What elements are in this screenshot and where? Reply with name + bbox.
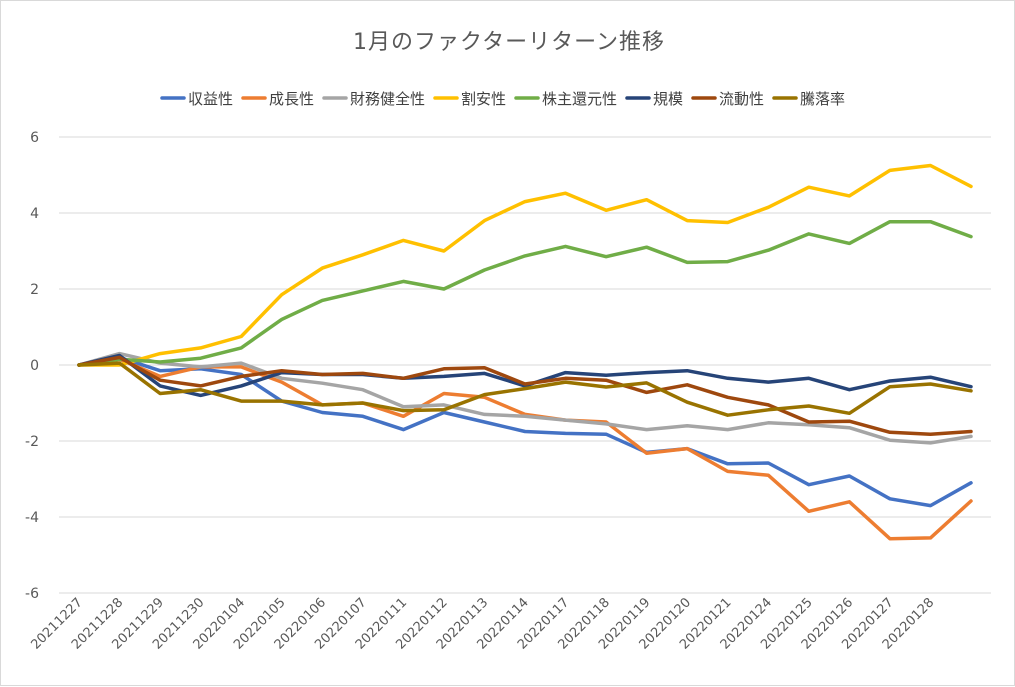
legend-label: 収益性 (188, 90, 233, 108)
legend-label: 流動性 (719, 90, 764, 108)
legend-item: 成長性 (241, 90, 314, 108)
legend-label: 財務健全性 (350, 90, 425, 108)
series-line-6 (77, 353, 973, 398)
y-tick-label: 6 (30, 130, 39, 146)
legend-item: 収益性 (160, 90, 233, 108)
y-tick-label: -4 (25, 510, 39, 526)
y-tick-label: -2 (25, 434, 39, 450)
chart-legend: 収益性 成長性 財務健全性 割安性 株主還元性 規模 流動性 騰落率 (160, 90, 845, 108)
series-line-1 (77, 355, 973, 508)
series-line-4 (77, 163, 973, 367)
y-tick-label: -6 (25, 586, 39, 602)
legend-label: 割安性 (461, 90, 506, 108)
series-line-8 (77, 361, 973, 417)
legend-label: 騰落率 (800, 90, 845, 108)
legend-label: 株主還元性 (542, 90, 617, 108)
chart-title: 1月のファクターリターン推移 (353, 30, 665, 55)
series-line-3 (77, 351, 973, 445)
legend-item: 財務健全性 (322, 90, 425, 108)
series-line-2 (77, 357, 973, 541)
legend-item: 株主還元性 (514, 90, 617, 108)
series-line-5 (77, 219, 973, 367)
y-tick-label: 0 (30, 358, 39, 374)
series-line-7 (77, 355, 973, 436)
y-tick-label: 2 (30, 282, 39, 298)
legend-item: 流動性 (691, 90, 764, 108)
y-axis: 6 4 2 0 -2 -4 -6 (25, 130, 39, 602)
legend-item: 割安性 (433, 90, 506, 108)
plot-area (77, 163, 973, 541)
legend-label: 規模 (653, 90, 683, 108)
legend-label: 成長性 (269, 90, 314, 108)
legend-item: 騰落率 (772, 90, 845, 108)
x-axis: 2021122720211228202112292021123020220104… (28, 595, 937, 652)
y-tick-label: 4 (30, 206, 39, 222)
legend-item: 規模 (625, 90, 683, 108)
